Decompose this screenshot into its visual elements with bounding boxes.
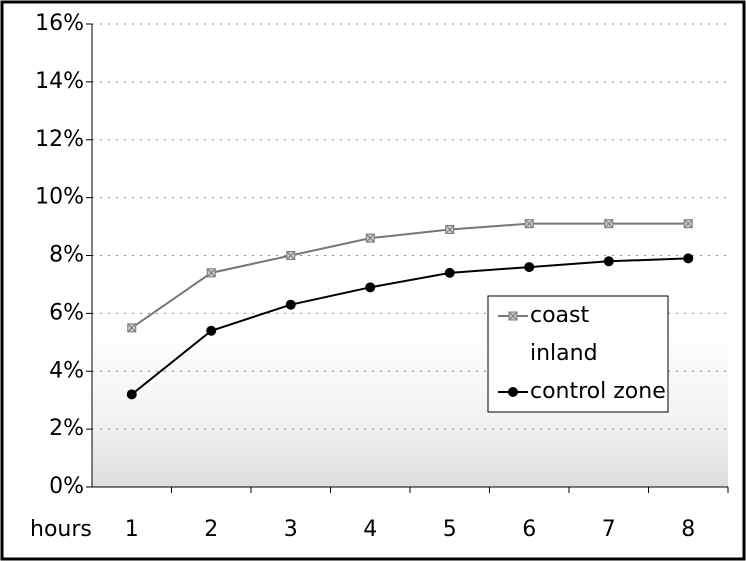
y-tick-label: 10% [35,185,84,210]
legend-marker [508,387,518,397]
data-point [365,282,376,293]
y-tick-label: 2% [49,416,84,441]
marker-cross [508,311,518,321]
data-point [683,253,694,264]
x-tick-label: 4 [363,517,377,542]
marker-cross [365,233,375,243]
data-point [206,268,216,278]
x-tick-label: 1 [125,517,139,542]
data-point [445,224,455,234]
x-tick-label: 2 [204,517,218,542]
marker-cross [127,323,137,333]
x-tick-label: 5 [443,517,457,542]
y-tick-label: 8% [49,243,84,268]
data-point [444,267,455,278]
y-tick-label: 4% [49,358,84,383]
data-point [126,389,137,400]
data-point [683,219,693,229]
data-point [524,262,535,273]
x-tick-label: 3 [284,517,298,542]
data-point [206,325,217,336]
legend-marker [508,311,518,321]
data-point [603,256,614,267]
series-line [131,222,689,329]
data-point [524,219,534,229]
y-tick-label: 12% [35,127,84,152]
x-axis-label: hours [30,517,92,542]
marker-cross [683,219,693,229]
data-point [127,323,137,333]
data-point [365,233,375,243]
marker-cross [206,268,216,278]
marker-cross [604,219,614,229]
marker-cross [445,225,455,234]
data-point [285,299,296,310]
y-tick-label: 6% [49,300,84,325]
legend-label: coast [530,303,589,328]
data-point [286,251,296,260]
marker-cross [286,251,296,260]
x-tick-label: 7 [602,517,616,542]
x-tick-label: 6 [522,517,536,542]
y-tick-label: 16% [35,11,84,36]
legend-label: inland [530,341,598,366]
y-tick-label: 0% [49,474,84,499]
marker-cross [524,219,534,229]
y-tick-label: 14% [35,69,84,94]
series-line [131,257,689,396]
legend-label: control zone [530,379,666,404]
x-tick-label: 8 [681,517,695,542]
data-point [604,219,614,229]
